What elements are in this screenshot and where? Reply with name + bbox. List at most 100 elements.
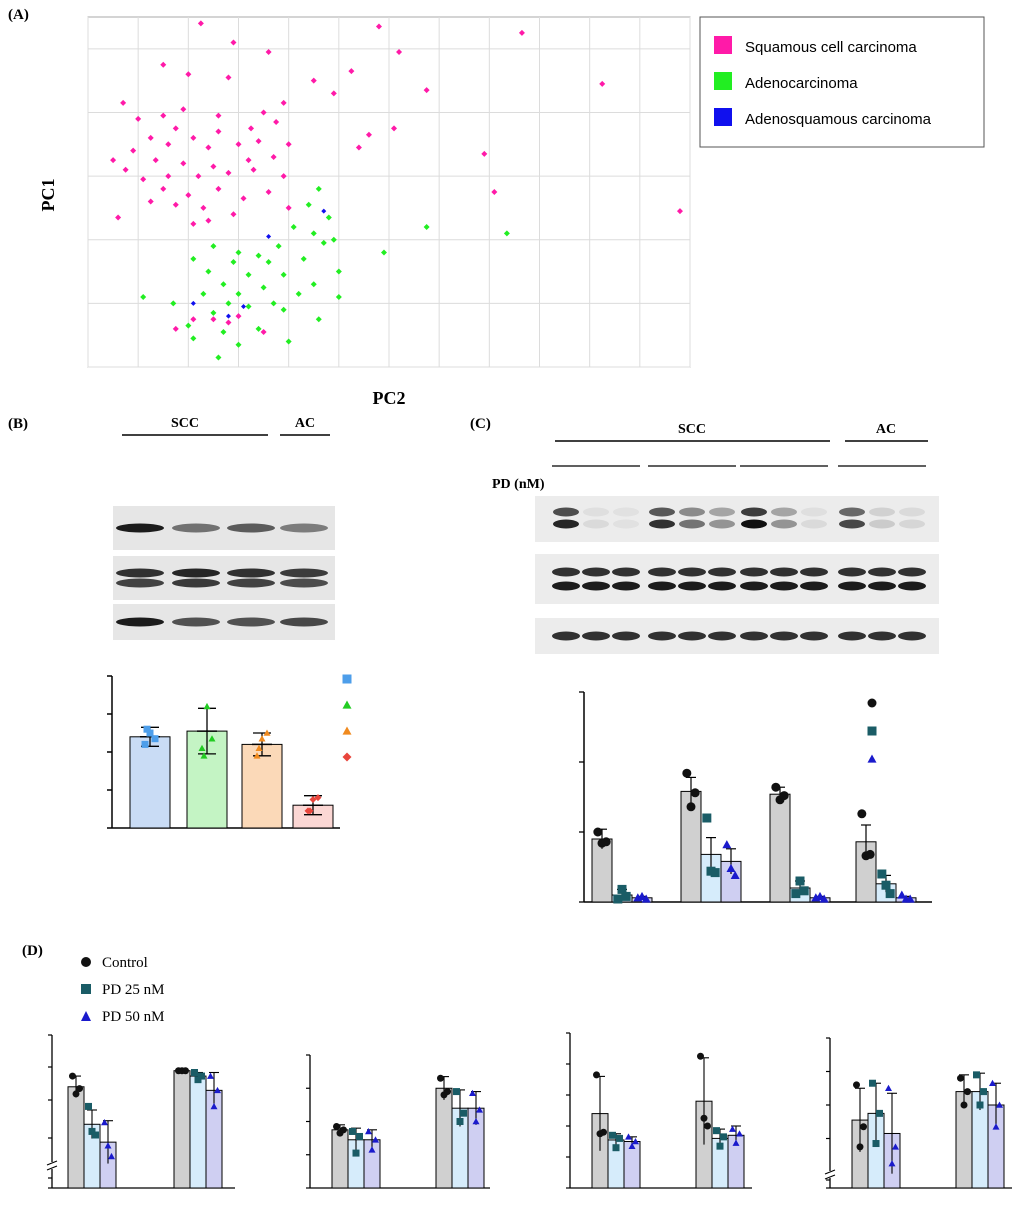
legend-label-adenosquamous: Adenosquamous carcinoma	[745, 111, 932, 128]
chart-data-point	[876, 1109, 883, 1117]
pca-point-adeno	[310, 281, 317, 288]
chart-b-bar	[241, 743, 283, 829]
legend-d-pd50-marker	[81, 1011, 91, 1021]
blot-band	[679, 507, 705, 517]
blot-band	[868, 631, 896, 641]
pca-point-squamous	[230, 39, 237, 46]
western-blot-b: SCC AC	[113, 416, 335, 640]
pca-point-adeno	[205, 268, 212, 275]
chart-data-point	[88, 1127, 96, 1135]
chart-data-point	[888, 1160, 896, 1167]
pca-point-squamous	[135, 115, 142, 122]
blot-band	[280, 617, 328, 627]
pca-point-squamous	[180, 106, 187, 113]
chart-data-point	[641, 894, 651, 903]
pca-point-adeno	[190, 255, 197, 262]
chart-data-point	[732, 1139, 740, 1146]
pca-point-adeno	[280, 306, 287, 313]
pca-point-squamous	[396, 49, 403, 55]
pca-point-adeno	[215, 354, 222, 361]
blot-band	[838, 567, 866, 577]
chart-data-point	[632, 1138, 639, 1145]
chart-data-point	[210, 1102, 218, 1110]
chart-data-point	[593, 827, 603, 837]
chart-bar	[435, 1087, 453, 1189]
chart-data-point	[856, 1143, 864, 1151]
blot-band	[280, 523, 328, 533]
chart-data-point	[76, 1085, 83, 1093]
pca-point-adeno	[325, 214, 332, 221]
blot-c-group-scc: SCC	[678, 422, 706, 437]
chart-data-point	[872, 1140, 880, 1148]
blot-band	[801, 507, 827, 517]
chart-data-point	[992, 1123, 1000, 1130]
blot-c-membrane	[535, 554, 939, 604]
pca-point-adeno	[235, 341, 242, 348]
pca-point-adeno	[335, 268, 342, 275]
panel-b-label: (B)	[8, 416, 28, 432]
chart-data-point	[194, 1076, 202, 1084]
blot-band	[800, 631, 828, 641]
pca-point-squamous	[205, 144, 212, 151]
western-blot-c: SCC AC PD (nM)	[492, 422, 939, 654]
wound-healing-legend: Control PD 25 nM PD 50 nM	[81, 955, 165, 1025]
chart-b-legend-marker	[342, 700, 352, 709]
chart-b-data-point	[146, 729, 154, 737]
pca-scatter-chart: PC2 PC1 Squamous cell carcinoma Adenocar…	[38, 16, 985, 408]
pca-point-adeno	[245, 303, 252, 310]
chart-data-point	[690, 788, 700, 798]
chart-data-point	[69, 1072, 76, 1080]
pca-point-squamous	[518, 29, 525, 36]
pca-point-adeno	[335, 294, 342, 300]
panel-c-label: (C)	[470, 416, 491, 432]
chart-data-point	[616, 1134, 623, 1142]
chart-b-legend-marker	[342, 726, 352, 735]
chart-axis-break-gap	[824, 1171, 836, 1178]
pca-point-adenosquamous	[321, 208, 327, 214]
blot-band	[708, 581, 736, 591]
pca-point-adeno	[310, 230, 317, 237]
pca-point-adeno	[235, 249, 242, 256]
chart-data-point	[340, 1126, 347, 1134]
chart-data-point	[682, 768, 692, 778]
pca-point-squamous	[375, 23, 382, 30]
chart-data-point	[476, 1106, 483, 1113]
chart-data-point	[897, 890, 907, 899]
chart-data-point	[104, 1142, 112, 1149]
pca-point-adeno	[330, 236, 337, 243]
pca-point-squamous	[355, 144, 362, 151]
chart-data-point	[704, 1122, 711, 1130]
chart-data-point	[92, 1131, 99, 1139]
blot-band	[868, 567, 896, 577]
chart-b-legend-marker	[342, 752, 352, 762]
chart-data-point	[960, 1101, 968, 1109]
chart-data-point	[72, 1090, 80, 1098]
pca-point-squamous	[190, 316, 197, 323]
blot-band	[227, 523, 275, 533]
blot-c-rows	[535, 496, 939, 654]
blot-band	[770, 581, 798, 591]
chart-axis-break	[824, 1169, 836, 1175]
blot-band	[869, 519, 895, 529]
blot-band	[709, 507, 735, 517]
pca-point-squamous	[235, 141, 242, 148]
chart-data-point	[779, 791, 789, 801]
pca-x-axis-label: PC2	[373, 388, 406, 408]
blot-band	[740, 567, 768, 577]
blot-band	[227, 578, 275, 588]
legend-label-squamous: Squamous cell carcinoma	[745, 39, 917, 56]
blot-band	[613, 507, 639, 517]
blot-band	[899, 519, 925, 529]
pca-point-adeno	[200, 290, 207, 297]
chart-data-point	[799, 886, 809, 896]
legend-d-control-label: Control	[102, 955, 148, 971]
pca-point-squamous	[250, 166, 257, 173]
chart-data-point	[989, 1079, 996, 1087]
pca-point-adeno	[230, 259, 237, 265]
pca-point-squamous	[230, 211, 237, 218]
pca-point-squamous	[348, 68, 355, 75]
pca-point-squamous	[140, 176, 147, 183]
chart-axis-break-gap	[46, 1162, 58, 1169]
chart-data-point	[697, 1052, 704, 1060]
chart-data-point	[885, 889, 895, 899]
